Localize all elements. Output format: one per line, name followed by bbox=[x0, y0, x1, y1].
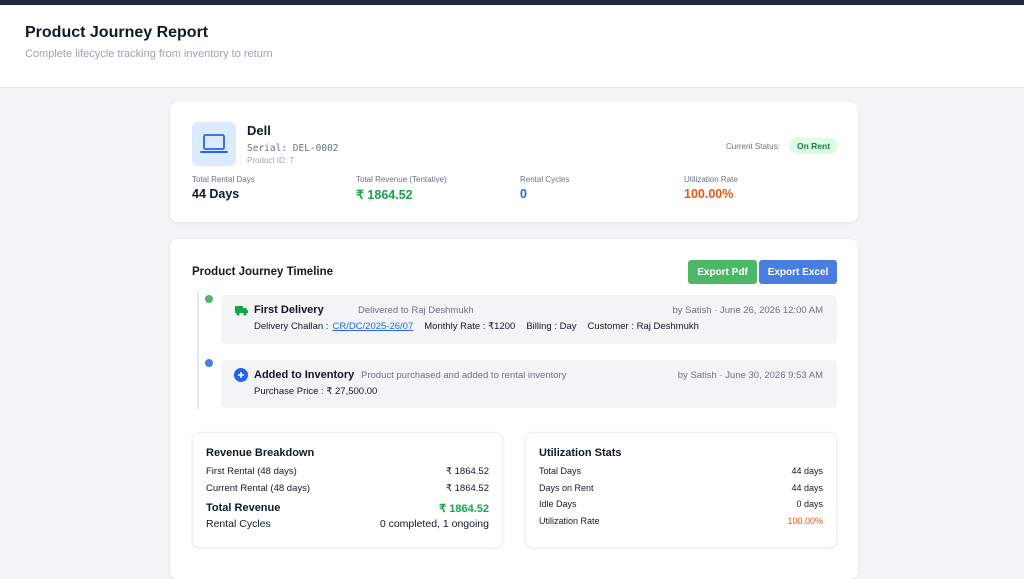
timeline-title: Product Journey Timeline bbox=[192, 266, 334, 278]
revenue-row: First Rental (48 days) ₹ 1864.52 bbox=[206, 466, 489, 477]
row-value: ₹ 1864.52 bbox=[439, 502, 489, 515]
stat-label: Total Rental Days bbox=[192, 175, 255, 184]
row-value: 0 completed, 1 ongoing bbox=[379, 517, 489, 530]
detail-label: Delivery Challan : bbox=[254, 321, 329, 332]
challan-link[interactable]: CR/DC/2025-26/07 bbox=[332, 321, 414, 332]
row-value: 44 days bbox=[791, 466, 823, 476]
event-title: Added to Inventory bbox=[254, 369, 355, 381]
row-label: Total Days bbox=[539, 466, 582, 476]
utilization-title: Utilization Stats bbox=[539, 447, 622, 459]
revenue-row: Current Rental (48 days) ₹ 1864.52 bbox=[206, 483, 489, 494]
product-icon bbox=[192, 122, 236, 166]
detail: Customer : Raj Deshmukh bbox=[587, 321, 699, 332]
detail: Billing : Day bbox=[526, 321, 577, 332]
event-details: Delivery Challan : CR/DC/2025-26/07 Mont… bbox=[254, 321, 699, 332]
timeline-dot bbox=[205, 359, 213, 367]
row-value: ₹ 1864.52 bbox=[445, 482, 489, 494]
page-subtitle: Complete lifecycle tracking from invento… bbox=[25, 48, 273, 60]
event-meta: by Satish · June 26, 2026 12:00 AM bbox=[672, 305, 823, 316]
timeline-line bbox=[197, 291, 199, 409]
row-value: ₹ 1864.52 bbox=[445, 466, 489, 477]
event-title: First Delivery bbox=[254, 304, 324, 316]
event-description: Delivered to Raj Deshmukh bbox=[358, 305, 474, 316]
plus-icon bbox=[234, 368, 248, 382]
row-label: Utilization Rate bbox=[539, 515, 600, 526]
util-row: Days on Rent 44 days bbox=[539, 483, 823, 493]
timeline-event: Added to Inventory Product purchased and… bbox=[221, 360, 837, 408]
cycles-row: Rental Cycles 0 completed, 1 ongoing bbox=[206, 518, 489, 530]
timeline-card: Product Journey Timeline Export Pdf Expo… bbox=[170, 239, 858, 579]
row-label: First Rental (48 days) bbox=[206, 466, 297, 477]
event-description: Product purchased and added to rental in… bbox=[361, 370, 567, 381]
top-bar bbox=[0, 0, 1024, 5]
timeline-dot bbox=[205, 295, 213, 303]
status-badge: On Rent bbox=[789, 138, 839, 154]
product-serial: Serial: DEL-0002 bbox=[247, 143, 339, 154]
header: Product Journey Report Complete lifecycl… bbox=[0, 5, 1024, 88]
laptop-icon bbox=[200, 134, 228, 153]
stat-label: Utilization Rate bbox=[684, 175, 738, 184]
product-id: Product ID: 7 bbox=[247, 156, 294, 165]
total-row: Total Revenue ₹ 1864.52 bbox=[206, 502, 489, 515]
stat-label: Total Revenue (Tentative) bbox=[356, 175, 447, 184]
stat-label: Rental Cycles bbox=[520, 175, 570, 184]
event-meta: by Satish · June 30, 2026 9:53 AM bbox=[677, 370, 823, 381]
revenue-card: Revenue Breakdown First Rental (48 days)… bbox=[192, 432, 503, 548]
row-label: Rental Cycles bbox=[206, 517, 271, 530]
export-excel-button[interactable]: Export Excel bbox=[759, 260, 837, 284]
row-label: Idle Days bbox=[539, 499, 577, 509]
row-value: 44 days bbox=[791, 482, 823, 493]
product-name: Dell bbox=[247, 123, 271, 138]
row-value: 0 days bbox=[796, 499, 823, 509]
status-label: Current Status: bbox=[726, 142, 780, 151]
utilization-card: Utilization Stats Total Days 44 days Days… bbox=[525, 432, 837, 548]
row-label: Current Rental (48 days) bbox=[206, 482, 311, 494]
page-title: Product Journey Report bbox=[25, 24, 209, 41]
detail: Purchase Price : ₹ 27,500.00 bbox=[254, 386, 378, 397]
stat-value: 44 Days bbox=[192, 187, 240, 201]
row-value: 100.00% bbox=[787, 515, 823, 526]
util-row: Idle Days 0 days bbox=[539, 499, 823, 509]
export-pdf-button[interactable]: Export Pdf bbox=[688, 260, 757, 284]
row-label: Total Revenue bbox=[206, 501, 281, 514]
product-card: Dell Serial: DEL-0002 Product ID: 7 Curr… bbox=[170, 102, 858, 222]
truck-icon bbox=[235, 306, 248, 316]
row-label: Days on Rent bbox=[539, 482, 594, 493]
util-row: Total Days 44 days bbox=[539, 466, 823, 476]
detail: Monthly Rate : ₹1200 bbox=[424, 321, 516, 332]
stat-value: ₹ 1864.52 bbox=[356, 188, 413, 202]
revenue-title: Revenue Breakdown bbox=[206, 447, 315, 459]
timeline-event: First Delivery Delivered to Raj Deshmukh… bbox=[221, 295, 837, 344]
stat-value: 100.00% bbox=[684, 187, 734, 201]
stat-value: 0 bbox=[520, 187, 527, 201]
util-row: Utilization Rate 100.00% bbox=[539, 516, 823, 526]
